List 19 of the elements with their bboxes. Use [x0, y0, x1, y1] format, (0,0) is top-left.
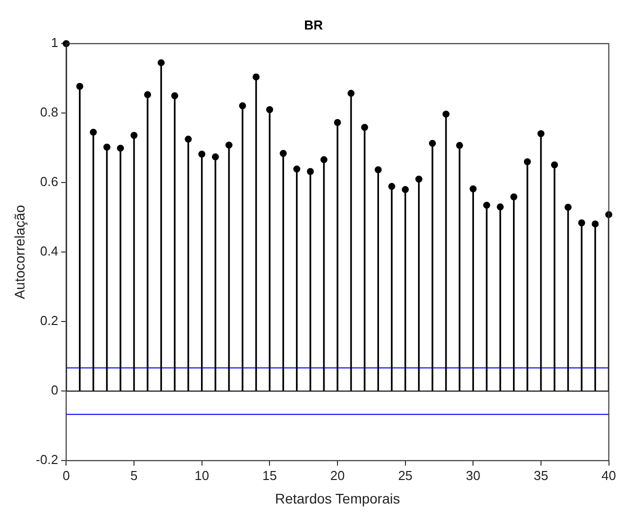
y-tick-label: 0	[50, 382, 58, 398]
x-tick-label: 5	[130, 468, 138, 483]
x-tick-label: 35	[534, 468, 548, 483]
y-tick-label: -0.2	[36, 452, 58, 468]
x-tick-label: 15	[262, 468, 277, 483]
x-tick-label: 40	[602, 468, 616, 483]
y-tick-label: 0.2	[40, 313, 58, 328]
y-tick-label: 0.8	[40, 104, 58, 120]
x-tick-label: 25	[398, 468, 413, 483]
x-tick-label: 30	[466, 468, 480, 483]
x-axis-title: Retardos Temporais	[274, 490, 400, 506]
x-tick-label: 0	[62, 468, 70, 483]
y-axis-title: Autocorrelação	[11, 204, 28, 300]
x-tick-label: 20	[330, 468, 345, 483]
y-tick-label: 0.4	[40, 244, 58, 259]
x-tick-label: 10	[194, 468, 210, 483]
y-tick-label: 1	[50, 35, 58, 50]
y-tick-label: 0.6	[40, 174, 58, 190]
chart-title: BR	[304, 17, 324, 32]
